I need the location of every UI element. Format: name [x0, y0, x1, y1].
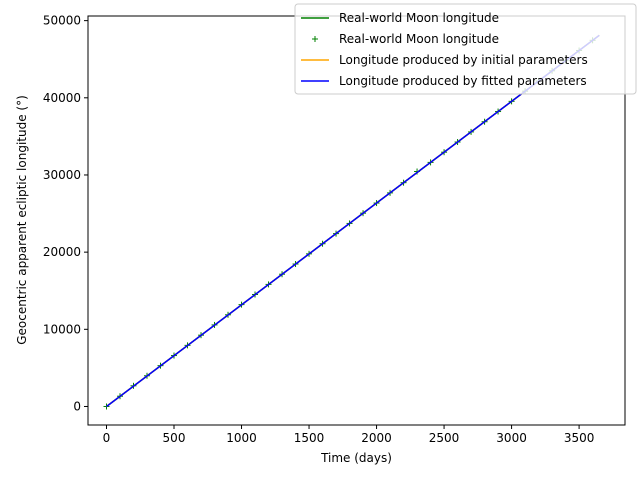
series-line-3	[106, 34, 600, 408]
x-tick-label: 3000	[496, 431, 527, 445]
x-tick-label: 3500	[564, 431, 595, 445]
y-tick-label: 50000	[43, 14, 81, 28]
y-tick-label: 30000	[43, 168, 81, 182]
y-tick-label: 40000	[43, 91, 81, 105]
legend: Real-world Moon longitude Real-world Moon…	[294, 3, 637, 95]
y-tick-label: 20000	[43, 245, 81, 259]
legend-label: Longitude produced by fitted parameters	[339, 74, 587, 88]
x-tick-label: 0	[103, 431, 111, 445]
x-tick-label: 1500	[294, 431, 325, 445]
legend-label: Longitude produced by initial parameters	[339, 53, 588, 67]
y-axis-label: Geocentric apparent ecliptic longitude (…	[15, 95, 29, 345]
axes-layer: 0 500 1000 1500 2000 2500 3000 3500 0 10000 20000 3…	[43, 14, 626, 445]
x-tick-label: 1000	[226, 431, 257, 445]
y-tick-label: 10000	[43, 322, 81, 336]
y-tick-label: 0	[73, 399, 81, 413]
x-axis-label: Time (days)	[320, 451, 392, 465]
x-tick-label: 2500	[429, 431, 460, 445]
x-tick-label: 500	[163, 431, 186, 445]
legend-label: Real-world Moon longitude	[339, 32, 499, 46]
legend-label: Real-world Moon longitude	[339, 11, 499, 25]
data-layer	[103, 34, 600, 410]
legend-box	[294, 3, 637, 95]
x-tick-label: 2000	[361, 431, 392, 445]
